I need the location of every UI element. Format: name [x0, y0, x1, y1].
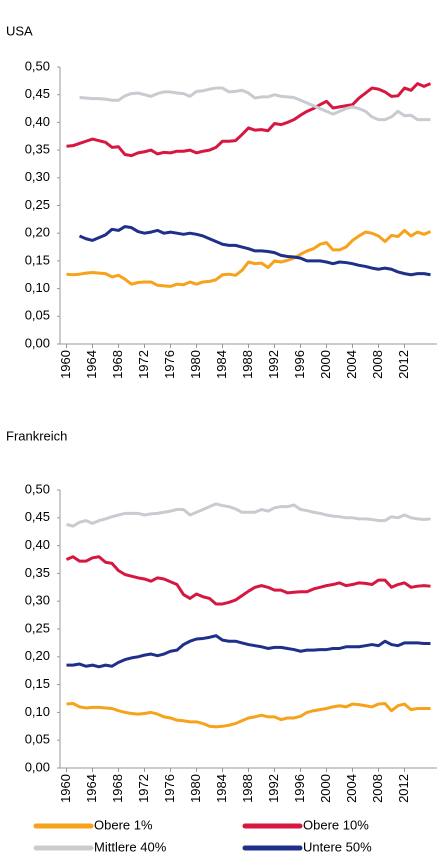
y-tick-label: 0,45 [25, 509, 50, 524]
y-tick-label: 0,10 [25, 280, 50, 295]
y-tick-label: 0,20 [25, 648, 50, 663]
series-line [78, 225, 431, 277]
series-line [66, 228, 432, 288]
y-tick-label: 0,15 [25, 252, 50, 267]
x-tick-label: 1972 [136, 350, 151, 379]
legend-label: Obere 1% [94, 817, 153, 832]
series-line [65, 555, 431, 606]
x-tick-label: 1984 [214, 774, 229, 803]
x-tick-label: 2012 [396, 350, 411, 379]
series-line [79, 86, 431, 122]
y-tick-label: 0,35 [25, 565, 50, 580]
y-tick-label: 0,30 [25, 169, 50, 184]
x-tick-label: 2000 [318, 774, 333, 803]
x-tick-label: 1988 [240, 774, 255, 803]
x-tick-label: 1968 [110, 774, 125, 803]
y-tick-label: 0,15 [25, 676, 50, 691]
series-line [66, 634, 431, 669]
y-tick-label: 0,00 [25, 759, 50, 774]
x-tick-label: 1996 [292, 774, 307, 803]
x-tick-label: 1996 [292, 350, 307, 379]
y-tick-label: 0,10 [25, 704, 50, 719]
x-tick-label: 1976 [162, 774, 177, 803]
x-tick-label: 1964 [84, 350, 99, 379]
y-tick-label: 0,50 [25, 481, 50, 496]
legend-label: Mittlere 40% [94, 839, 167, 854]
y-tick-label: 0,35 [25, 142, 50, 157]
x-tick-label: 1976 [162, 350, 177, 379]
y-tick-label: 0,25 [25, 620, 50, 635]
x-tick-label: 2008 [370, 774, 385, 803]
legend-label: Untere 50% [303, 839, 372, 854]
y-tick-label: 0,50 [25, 58, 50, 73]
y-tick-label: 0,45 [25, 86, 50, 101]
x-tick-label: 2008 [370, 350, 385, 379]
x-tick-label: 1992 [266, 350, 281, 379]
x-tick-label: 1964 [84, 774, 99, 803]
x-tick-label: 1992 [266, 774, 281, 803]
y-tick-label: 0,30 [25, 593, 50, 608]
series-line [66, 82, 432, 158]
x-tick-label: 2004 [344, 774, 359, 803]
x-tick-label: 1988 [240, 350, 255, 379]
x-tick-label: 2004 [344, 350, 359, 379]
chart-title: Frankreich [6, 428, 67, 443]
x-tick-label: 1960 [58, 350, 73, 379]
x-tick-label: 1972 [136, 774, 151, 803]
y-tick-label: 0,25 [25, 197, 50, 212]
x-tick-label: 1960 [58, 774, 73, 803]
series-line [66, 702, 431, 729]
series-line [66, 502, 431, 528]
x-tick-label: 1980 [188, 774, 203, 803]
x-tick-label: 1968 [110, 350, 125, 379]
x-tick-label: 1984 [214, 350, 229, 379]
x-tick-label: 1980 [188, 350, 203, 379]
y-tick-label: 0,40 [25, 114, 50, 129]
x-tick-label: 2000 [318, 350, 333, 379]
y-tick-label: 0,05 [25, 732, 50, 747]
y-tick-label: 0,05 [25, 308, 50, 323]
y-tick-label: 0,40 [25, 537, 50, 552]
y-tick-label: 0,20 [25, 225, 50, 240]
x-tick-label: 2012 [396, 774, 411, 803]
chart-title: USA [6, 23, 33, 38]
legend-label: Obere 10% [303, 817, 369, 832]
y-tick-label: 0,00 [25, 335, 50, 350]
